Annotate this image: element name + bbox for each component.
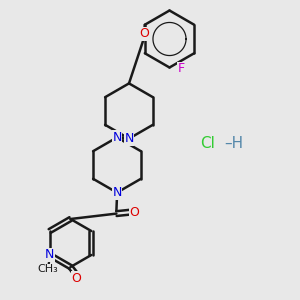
Text: CH₃: CH₃ <box>38 264 58 274</box>
Text: F: F <box>177 62 184 76</box>
Text: Cl: Cl <box>200 136 215 152</box>
Text: N: N <box>112 186 122 199</box>
Text: N: N <box>124 132 134 145</box>
Text: N: N <box>45 248 54 262</box>
Text: –H: –H <box>224 136 244 152</box>
Text: O: O <box>139 27 149 40</box>
Text: O: O <box>130 206 139 219</box>
Text: O: O <box>72 272 81 285</box>
Text: N: N <box>112 131 122 144</box>
